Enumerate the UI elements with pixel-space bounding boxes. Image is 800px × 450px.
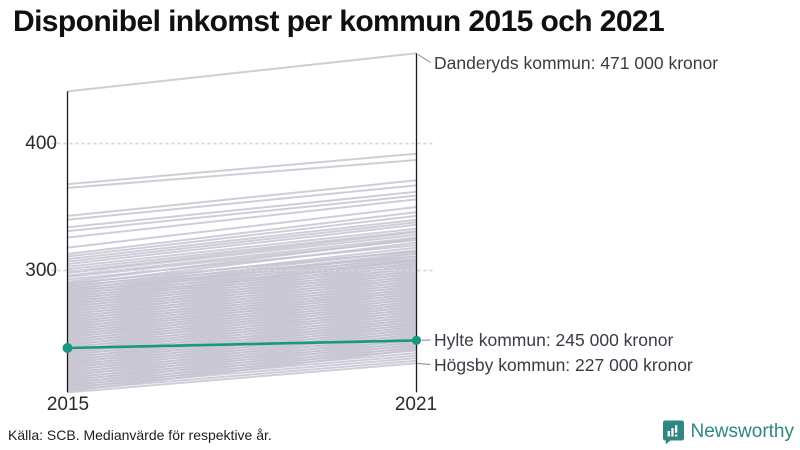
- slope-line: [67, 312, 417, 357]
- annotation-hylte: Hylte kommun: 245 000 kronor: [434, 330, 674, 350]
- slope-line: [67, 211, 417, 255]
- slope-line: [67, 214, 417, 258]
- slope-line: [67, 345, 417, 390]
- slope-line: [67, 264, 417, 309]
- newsworthy-branding: Newsworthy: [662, 419, 794, 445]
- slope-line: [67, 320, 417, 365]
- slope-line: [67, 194, 417, 233]
- slope-line: [67, 289, 417, 334]
- slope-line: [67, 221, 417, 263]
- leader-line-danderyd: [417, 53, 431, 64]
- annotation-hogsby: Högsby kommun: 227 000 kronor: [434, 355, 693, 375]
- slope-line: [67, 305, 417, 349]
- slope-line: [67, 348, 417, 393]
- slope-line: [67, 307, 417, 352]
- hylte-dot-2021: [411, 335, 422, 345]
- slope-line: [67, 315, 417, 360]
- slope-line: [67, 190, 417, 229]
- slope-line: [67, 287, 417, 332]
- slope-line: [67, 159, 417, 189]
- slope-line: [67, 343, 417, 388]
- slope-line: [67, 255, 417, 299]
- y-tick-label-300: 300: [25, 260, 57, 281]
- slope-line: [67, 206, 417, 249]
- slope-line: [67, 279, 417, 324]
- slope-line: [67, 297, 417, 342]
- x-axis-label-2015: 2015: [46, 394, 90, 415]
- slope-line: [67, 327, 417, 372]
- slope-line: [67, 152, 417, 186]
- slope-line: [67, 269, 417, 314]
- slope-line: [67, 267, 417, 311]
- slope-line: [67, 227, 417, 268]
- source-note: Källa: SCB. Medianvärde för respektive å…: [8, 427, 272, 443]
- slope-line: [67, 294, 417, 339]
- slope-line: [67, 244, 417, 281]
- slope-line: [67, 272, 417, 316]
- slope-line: [67, 362, 417, 394]
- slope-line: [67, 317, 417, 362]
- page-title: Disponibel inkomst per kommun 2015 och 2…: [13, 5, 665, 38]
- slope-line: [67, 233, 417, 274]
- slope-line: [67, 241, 417, 286]
- slope-line: [67, 338, 417, 382]
- slope-line: [67, 253, 417, 296]
- slope-line: [67, 300, 417, 344]
- slope-line: [67, 282, 417, 327]
- hylte-highlight-line: [67, 339, 417, 350]
- slope-line: [67, 52, 417, 93]
- newsworthy-logo-icon: [662, 420, 684, 444]
- slope-line: [67, 198, 417, 239]
- slope-line: [67, 330, 417, 375]
- slope-line: [67, 340, 417, 385]
- slope-line: [67, 325, 417, 370]
- leader-line-hogsby: [416, 362, 431, 366]
- slope-line: [67, 292, 417, 337]
- slope-line: [67, 218, 417, 261]
- slope-line: [67, 184, 417, 221]
- slope-line: [67, 231, 417, 273]
- hylte-dot-2015: [62, 343, 73, 353]
- slope-line: [67, 335, 417, 380]
- slope-line: [67, 302, 417, 347]
- newsworthy-logo-text: Newsworthy: [690, 421, 794, 442]
- slope-line: [67, 251, 417, 294]
- slope-line: [67, 277, 417, 321]
- slope-line: [67, 274, 417, 319]
- slope-line: [67, 223, 417, 266]
- annotation-danderyd: Danderyds kommun: 471 000 kronor: [434, 53, 719, 73]
- slope-line: [67, 284, 417, 329]
- slope-line: [67, 258, 417, 301]
- slope-line: [67, 259, 417, 304]
- slope-line: [67, 230, 417, 271]
- slope-line: [67, 237, 417, 283]
- slope-line: [67, 246, 417, 288]
- slope-line: [67, 236, 417, 277]
- slope-line: [67, 249, 417, 291]
- slope-line: [67, 179, 417, 217]
- y-tick-label-400: 400: [25, 133, 57, 154]
- x-axis-label-2021: 2021: [394, 394, 438, 415]
